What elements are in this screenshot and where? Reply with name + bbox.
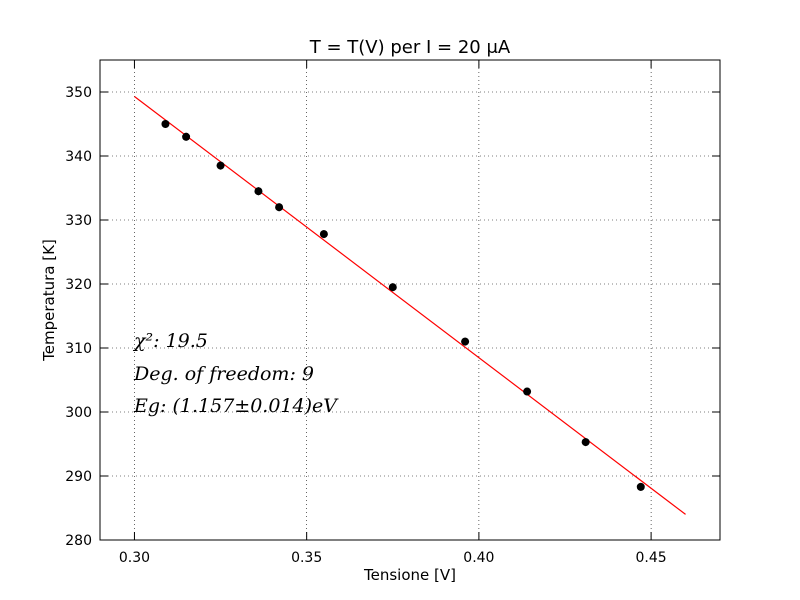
x-tick-label: 0.35 — [291, 550, 322, 566]
y-tick-label: 290 — [65, 469, 92, 485]
grid — [100, 60, 720, 541]
annotation-band-gap-energy: Eg: (1.157±0.014)eV — [133, 395, 339, 417]
data-point — [636, 482, 645, 491]
fit-line — [134, 96, 686, 515]
data-point — [182, 132, 191, 141]
data-point — [523, 387, 532, 396]
data-point — [254, 187, 263, 196]
y-tick-label: 350 — [65, 85, 92, 101]
data-points — [161, 120, 645, 491]
y-tick-label: 330 — [65, 213, 92, 229]
y-tick-labels: 280 290 300 310 320 330 340 350 — [65, 85, 92, 549]
y-tick-label: 300 — [65, 405, 92, 421]
data-point — [388, 283, 397, 292]
plot-frame — [99, 59, 721, 541]
x-tick-label: 0.40 — [463, 550, 494, 566]
x-tick-label: 0.45 — [636, 550, 667, 566]
data-point — [319, 230, 328, 239]
x-axis-label: Tensione [V] — [363, 566, 456, 584]
annotation-degrees-of-freedom: Deg. of freedom: 9 — [133, 363, 314, 385]
y-axis-label: Temperatura [K] — [40, 239, 58, 362]
data-point — [581, 438, 590, 447]
y-tick-label: 280 — [65, 533, 92, 549]
x-tick-label: 0.30 — [119, 550, 150, 566]
data-point — [161, 120, 170, 128]
data-point — [461, 337, 470, 346]
y-tick-label: 340 — [65, 149, 92, 165]
axis-ticks — [100, 60, 720, 541]
y-tick-label: 310 — [65, 341, 92, 357]
chart-title: T = T(V) per I = 20 μA — [309, 37, 511, 58]
data-point — [275, 203, 284, 212]
fit-line-group — [134, 96, 686, 515]
x-tick-labels: 0.30 0.35 0.40 0.45 — [119, 550, 667, 566]
y-tick-label: 320 — [65, 277, 92, 293]
annotation-chi-squared: χ²: 19.5 — [132, 330, 208, 352]
data-point — [216, 161, 225, 170]
